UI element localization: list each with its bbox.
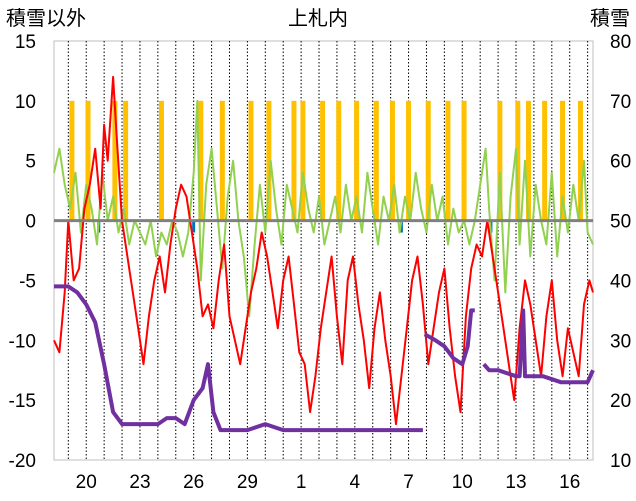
- precipitation-bar: [373, 100, 379, 221]
- left-tick-label: 15: [15, 32, 36, 53]
- right-tick-label: 20: [610, 391, 631, 412]
- right-tick-label: 60: [610, 152, 631, 173]
- x-tick-label: 16: [559, 472, 580, 493]
- right-tick-label: 70: [610, 92, 631, 113]
- snow-depth-line: [54, 284, 423, 433]
- precipitation-bar: [336, 100, 342, 221]
- left-tick-label: -5: [19, 271, 36, 292]
- precipitation-bar: [497, 100, 503, 221]
- precipitation-bar: [515, 100, 521, 221]
- right-tick-label: 50: [610, 212, 631, 233]
- precipitation-bar: [445, 100, 451, 221]
- left-tick-label: -10: [9, 331, 36, 352]
- line-layer: [53, 75, 595, 433]
- left-tick-label: 10: [15, 92, 36, 113]
- x-tick-label: 26: [183, 472, 204, 493]
- sunshine-bar: [192, 220, 196, 233]
- precipitation-bar: [461, 100, 467, 221]
- left-tick-label: -20: [9, 451, 36, 472]
- right-tick-label: 80: [610, 32, 631, 53]
- precipitation-bar: [526, 100, 532, 221]
- precipitation-bar: [69, 100, 75, 221]
- snow-depth-line: [482, 308, 595, 385]
- precipitation-bar: [158, 100, 164, 221]
- precipitation-bar: [354, 100, 360, 221]
- precipitation-bar: [425, 100, 431, 221]
- chart-title: 上札内: [288, 7, 348, 30]
- wind-line: [53, 99, 594, 318]
- right-tick-label: 30: [610, 331, 631, 352]
- temperature-line: [53, 75, 594, 426]
- right-tick-label: 10: [610, 451, 631, 472]
- precipitation-bar: [542, 100, 548, 221]
- bar-layer: [69, 100, 583, 233]
- x-tick-label: 1: [296, 472, 307, 493]
- right-tick-label: 40: [610, 271, 631, 292]
- left-tick-label: 0: [25, 212, 36, 233]
- left-axis-label: 積雪以外: [6, 7, 86, 30]
- precipitation-bar: [198, 100, 204, 221]
- right-axis-label: 積雪: [590, 7, 630, 30]
- precipitation-bar: [300, 100, 306, 221]
- precipitation-bar: [406, 100, 412, 221]
- precipitation-bar: [291, 100, 297, 221]
- x-tick-label: 23: [129, 472, 150, 493]
- x-tick-label: 29: [237, 472, 258, 493]
- x-tick-label: 10: [452, 472, 473, 493]
- precipitation-bar: [112, 100, 118, 221]
- precipitation-bar: [320, 100, 326, 221]
- x-tick-label: 20: [76, 472, 97, 493]
- x-tick-label: 13: [505, 472, 526, 493]
- x-tick-label: 7: [403, 472, 414, 493]
- precipitation-bar: [85, 100, 91, 221]
- precipitation-bar: [560, 100, 566, 221]
- precipitation-bar: [577, 100, 583, 221]
- snow-depth-line: [423, 308, 475, 367]
- precipitation-bar: [219, 100, 225, 221]
- left-tick-label: -15: [9, 391, 36, 412]
- precipitation-bar: [389, 100, 395, 221]
- left-tick-label: 5: [25, 152, 36, 173]
- x-tick-label: 4: [350, 472, 361, 493]
- precipitation-bar: [123, 100, 129, 221]
- precipitation-bar: [266, 100, 272, 221]
- precipitation-bar: [248, 100, 254, 221]
